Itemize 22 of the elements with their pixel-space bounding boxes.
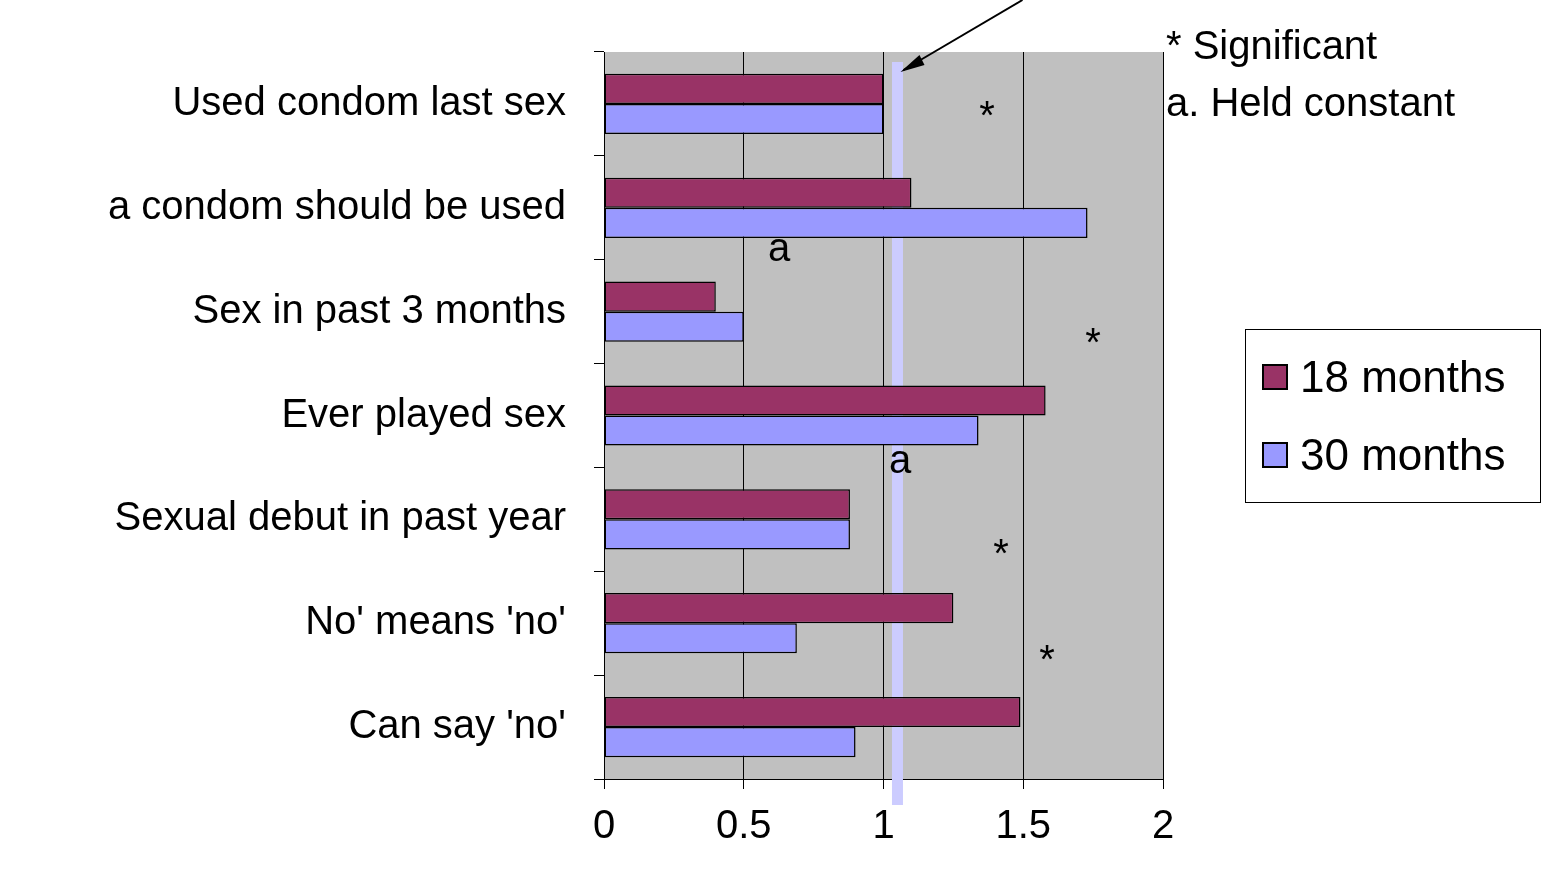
x-tick-label: 0 xyxy=(592,802,616,847)
legend-label: 18 months xyxy=(1300,352,1506,402)
x-tick-label: 0.5 xyxy=(715,802,772,847)
annotation: * xyxy=(979,93,995,138)
text: * Significant xyxy=(1166,23,1378,68)
y-tick-label: No' means 'no' xyxy=(305,598,566,643)
y-tick-label: a condom should be used xyxy=(107,182,566,227)
annotation: a xyxy=(767,225,791,270)
x-tick-label: 1 xyxy=(872,802,895,847)
y-tick-label: Can say 'no' xyxy=(348,702,566,747)
legend-label: 30 months xyxy=(1300,430,1506,480)
text: a. Held constant xyxy=(1166,80,1456,125)
x-tick-label: 2 xyxy=(1151,802,1175,847)
y-tick-label: Sex in past 3 months xyxy=(192,286,566,331)
annotation: * xyxy=(993,531,1009,576)
annotation: * xyxy=(1039,637,1055,682)
y-tick-label: Sexual debut in past year xyxy=(114,494,566,539)
y-tick-label: Used condom last sex xyxy=(172,78,566,123)
x-tick-label: 1.5 xyxy=(995,802,1052,847)
annotation: * xyxy=(1085,320,1101,365)
annotation: a xyxy=(888,437,912,482)
y-tick-label: Ever played sex xyxy=(281,390,566,435)
